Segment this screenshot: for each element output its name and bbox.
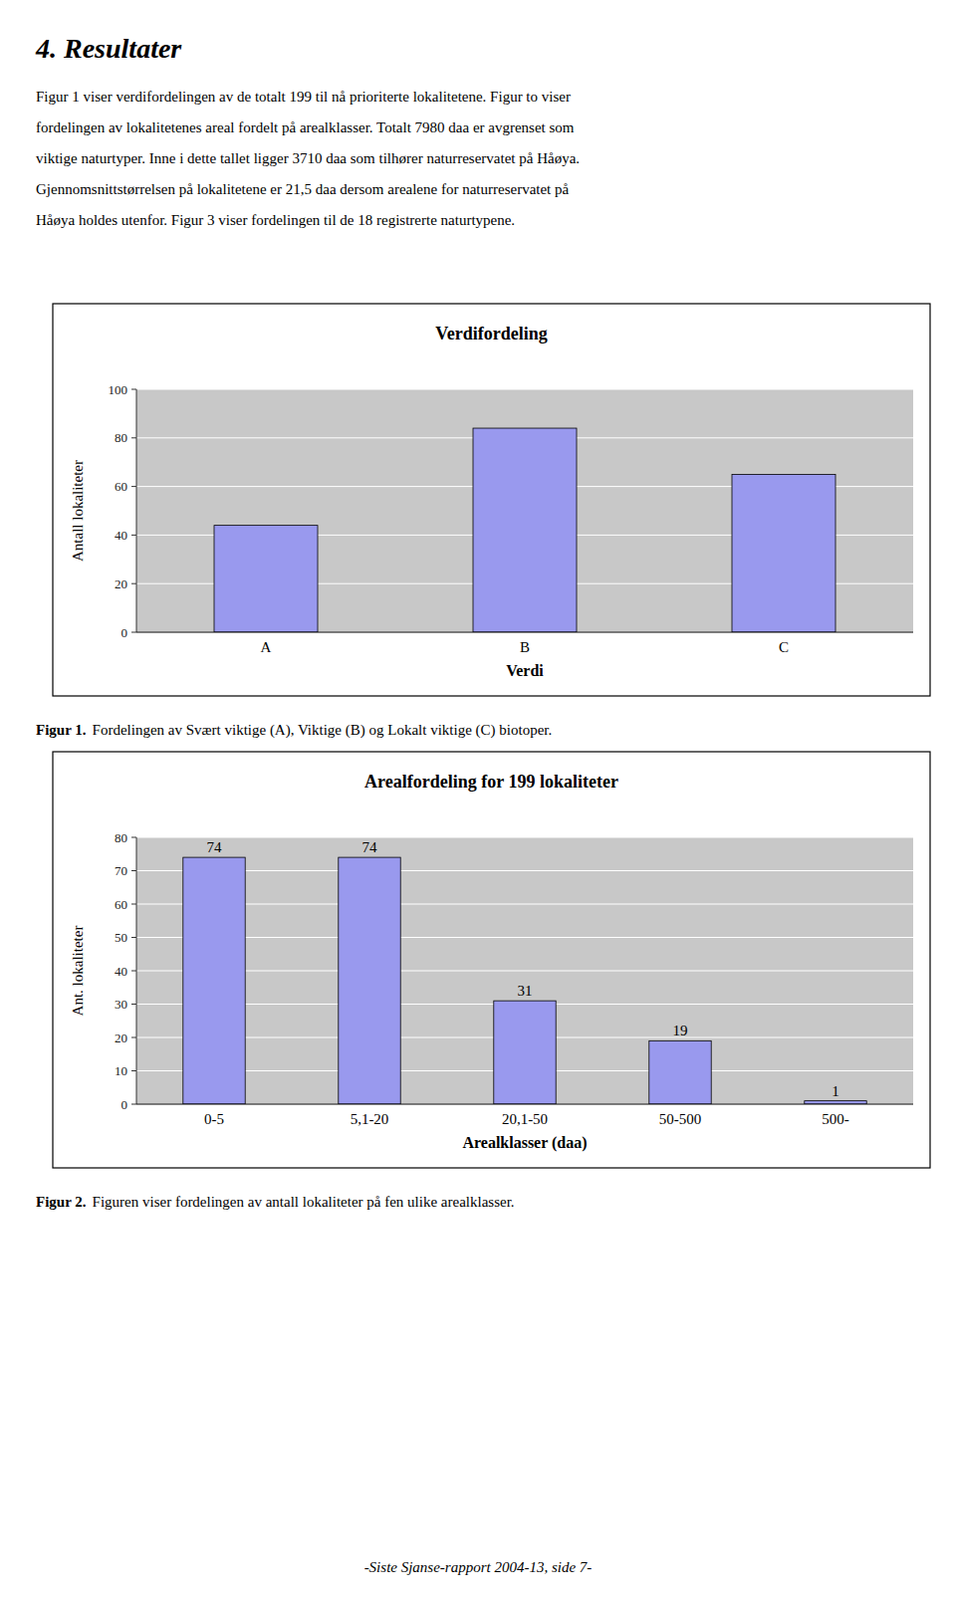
y-tick bbox=[131, 937, 137, 939]
grid-line bbox=[136, 389, 914, 391]
page: 4. Resultater Figur 1 viser verdifordelin… bbox=[0, 0, 956, 1600]
y-tick-label: 40 bbox=[114, 963, 128, 979]
y-tick-label: 0 bbox=[121, 1097, 129, 1113]
y-tick bbox=[131, 583, 137, 585]
y-tick bbox=[131, 1037, 137, 1039]
caption-text: Fordelingen av Svært viktige (A), Viktig… bbox=[92, 721, 553, 739]
y-tick-label: 60 bbox=[114, 478, 128, 494]
x-tick-label: 500- bbox=[821, 1111, 850, 1128]
y-tick-label: 20 bbox=[114, 576, 128, 592]
caption-text: Figuren viser fordelingen av antall loka… bbox=[92, 1194, 515, 1210]
y-tick-label: 100 bbox=[108, 382, 129, 398]
y-tick bbox=[131, 485, 137, 487]
chart-frame bbox=[52, 303, 931, 697]
grid-line bbox=[136, 870, 914, 872]
grid-line bbox=[136, 632, 914, 634]
plot-background bbox=[136, 389, 914, 633]
body-text: viktige naturtyper. Inne i dette tallet … bbox=[35, 150, 580, 167]
y-tick-label: 0 bbox=[121, 625, 129, 641]
grid-line bbox=[136, 904, 914, 906]
x-tick-label: C bbox=[778, 639, 789, 656]
data-label: 74 bbox=[362, 839, 379, 856]
bar bbox=[473, 428, 577, 633]
bar bbox=[649, 1040, 712, 1105]
x-tick-label: 0-5 bbox=[204, 1111, 225, 1128]
data-label: 74 bbox=[207, 839, 224, 856]
body-text: Gjennomsnittstørrelsen på lokalitetene e… bbox=[35, 181, 570, 198]
x-axis-label: Arealklasser (daa) bbox=[462, 1134, 587, 1153]
caption-label: Figur 1. bbox=[35, 721, 87, 738]
chart-title: Verdifordeling bbox=[435, 323, 547, 344]
y-tick bbox=[131, 904, 137, 906]
y-tick bbox=[131, 1070, 137, 1072]
chart-title: Arealfordeling for 199 lokaliteter bbox=[364, 771, 619, 792]
grid-line bbox=[136, 837, 914, 839]
y-tick bbox=[131, 1003, 137, 1005]
y-tick-label: 80 bbox=[114, 830, 128, 846]
x-tick-label: 50-500 bbox=[659, 1111, 703, 1128]
x-axis-label: Verdi bbox=[505, 662, 544, 680]
bar bbox=[214, 525, 318, 633]
y-tick bbox=[131, 837, 137, 839]
bar bbox=[338, 857, 401, 1105]
bar bbox=[731, 474, 836, 633]
y-axis-line bbox=[136, 389, 138, 633]
y-tick-label: 50 bbox=[114, 930, 128, 946]
footer: -Siste Sjanse-rapport 2004-13, side 7- bbox=[364, 1559, 593, 1576]
chart: Verdifordeling 0 20 40 60 80 100 A B C Verdi Antall… bbox=[35, 303, 931, 739]
y-tick bbox=[131, 870, 137, 872]
y-tick bbox=[131, 534, 137, 536]
y-tick-label: 60 bbox=[114, 897, 128, 913]
body-text: Håøya holdes utenfor. Figur 3 viser ford… bbox=[35, 212, 515, 229]
bar bbox=[493, 1000, 556, 1105]
grid-line bbox=[136, 970, 914, 972]
x-tick-label: B bbox=[519, 639, 530, 656]
x-tick-label: 5,1-20 bbox=[350, 1111, 390, 1128]
page-background bbox=[0, 0, 956, 1600]
page-title: 4. Resultater bbox=[34, 32, 183, 64]
bar bbox=[804, 1101, 867, 1105]
x-tick-label: A bbox=[260, 639, 272, 656]
y-tick bbox=[131, 970, 137, 972]
x-tick-label: 20,1-50 bbox=[501, 1111, 548, 1128]
grid-line bbox=[136, 1104, 914, 1106]
y-tick-label: 80 bbox=[114, 430, 128, 446]
y-tick bbox=[131, 1104, 137, 1106]
plot-background bbox=[136, 837, 914, 1105]
body-text: Figur 1 viser verdifordelingen av de tot… bbox=[35, 88, 571, 105]
y-tick-label: 30 bbox=[114, 996, 128, 1012]
y-tick-label: 20 bbox=[114, 1030, 128, 1046]
y-tick bbox=[131, 632, 137, 634]
caption: Figur 2. Figuren viser fordelingen av ant… bbox=[35, 1194, 515, 1210]
y-tick bbox=[131, 389, 137, 391]
y-tick bbox=[131, 437, 137, 439]
y-tick-label: 10 bbox=[114, 1063, 128, 1079]
y-axis-line bbox=[136, 837, 138, 1105]
data-label: 31 bbox=[517, 982, 533, 999]
y-axis-label: Antall lokaliteter bbox=[69, 460, 86, 562]
bars bbox=[214, 428, 836, 633]
chart: Arealfordeling for 199 lokaliteter 0 10 20 3… bbox=[35, 751, 931, 1210]
body-text: fordelingen av lokalitetenes areal forde… bbox=[35, 119, 575, 136]
bars bbox=[183, 857, 867, 1105]
grid-line bbox=[136, 937, 914, 939]
x-axis-line bbox=[136, 632, 914, 634]
y-tick-label: 40 bbox=[114, 527, 128, 543]
chart-frame bbox=[52, 751, 931, 1169]
bar bbox=[183, 857, 245, 1105]
y-tick-label: 70 bbox=[114, 863, 128, 879]
y-axis-label: Ant. lokaliteter bbox=[69, 926, 86, 1017]
caption: Figur 1. Fordelingen av Svært viktige (A)… bbox=[35, 721, 552, 739]
caption-label: Figur 2. bbox=[35, 1194, 87, 1210]
x-axis-line bbox=[136, 1104, 914, 1106]
data-label: 19 bbox=[673, 1022, 689, 1039]
data-label: 1 bbox=[831, 1083, 840, 1100]
